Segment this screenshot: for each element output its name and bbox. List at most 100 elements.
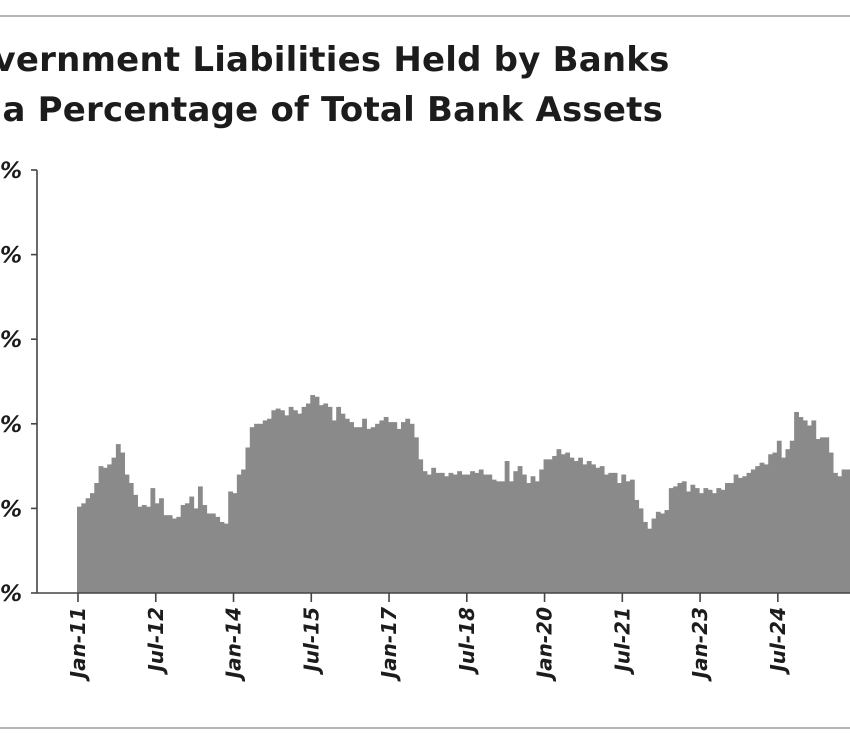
bar bbox=[655, 511, 661, 593]
bar bbox=[258, 423, 264, 593]
bar bbox=[111, 457, 117, 593]
bar bbox=[763, 464, 769, 593]
bar bbox=[647, 528, 653, 593]
bar bbox=[483, 474, 488, 593]
bar bbox=[435, 472, 441, 593]
bar bbox=[521, 474, 527, 593]
bar bbox=[413, 437, 419, 593]
bar bbox=[789, 440, 795, 593]
x-tick-label: Jan-17 bbox=[377, 607, 401, 682]
bar bbox=[197, 486, 203, 593]
bar bbox=[470, 471, 475, 593]
bar bbox=[146, 506, 151, 593]
bar bbox=[344, 418, 350, 593]
bar bbox=[327, 406, 333, 593]
bar bbox=[690, 484, 696, 593]
bar bbox=[102, 467, 108, 593]
y-tick-label: % bbox=[0, 328, 22, 353]
y-tick-label: % bbox=[0, 244, 22, 269]
bar bbox=[267, 418, 272, 593]
bar bbox=[504, 461, 510, 593]
chart-title-line-1: overnment Liabilities Held by Banks bbox=[0, 40, 670, 80]
x-tick-label: Jan-20 bbox=[533, 607, 557, 682]
chart-title-line-2: s a Percentage of Total Bank Assets bbox=[0, 90, 664, 130]
bar bbox=[318, 405, 324, 593]
bar bbox=[716, 488, 722, 593]
bar bbox=[798, 417, 804, 593]
bar bbox=[841, 469, 847, 593]
bar bbox=[81, 503, 87, 593]
bar bbox=[509, 481, 514, 593]
bar bbox=[794, 411, 799, 593]
bar bbox=[249, 427, 255, 593]
bar bbox=[625, 481, 631, 593]
bar bbox=[776, 440, 782, 593]
bar bbox=[77, 506, 82, 593]
bar bbox=[366, 428, 372, 593]
bar bbox=[323, 403, 329, 593]
x-tick-label: Jul-24 bbox=[766, 607, 790, 676]
bar bbox=[694, 488, 700, 593]
bar bbox=[392, 422, 398, 593]
y-tick-label: % bbox=[0, 497, 22, 522]
bar bbox=[461, 474, 467, 593]
bar bbox=[422, 471, 428, 593]
bar bbox=[172, 518, 177, 593]
bar bbox=[474, 472, 480, 593]
bar bbox=[215, 516, 221, 593]
bar bbox=[673, 486, 678, 593]
bar bbox=[236, 474, 242, 593]
bar bbox=[772, 452, 778, 593]
bar bbox=[621, 474, 627, 593]
bar bbox=[591, 464, 596, 593]
bar bbox=[128, 483, 134, 593]
bar bbox=[720, 489, 726, 593]
bar bbox=[604, 474, 609, 593]
bar bbox=[202, 505, 208, 593]
y-tick-label: % bbox=[0, 413, 22, 438]
bar bbox=[802, 420, 808, 593]
bar bbox=[305, 403, 311, 593]
bar bbox=[634, 499, 640, 593]
bar bbox=[465, 474, 471, 593]
bar bbox=[560, 454, 566, 593]
bar bbox=[353, 427, 359, 593]
bar bbox=[725, 483, 730, 593]
bar bbox=[582, 464, 588, 593]
bar bbox=[595, 467, 601, 593]
bar bbox=[530, 476, 536, 593]
bar bbox=[349, 422, 354, 593]
bar bbox=[271, 410, 277, 593]
bar bbox=[733, 474, 739, 593]
bar bbox=[159, 498, 164, 593]
bar bbox=[409, 423, 415, 593]
bar bbox=[703, 488, 709, 593]
bar bbox=[163, 515, 169, 593]
bar bbox=[742, 476, 748, 593]
bar bbox=[107, 464, 113, 593]
bar bbox=[573, 461, 579, 593]
bar bbox=[781, 457, 786, 593]
bar bbox=[750, 469, 756, 593]
bar bbox=[210, 513, 216, 593]
bar bbox=[707, 489, 713, 593]
bar bbox=[664, 510, 670, 593]
bar bbox=[379, 420, 385, 593]
frame-top-rule bbox=[0, 15, 850, 17]
chart-axes bbox=[31, 169, 850, 602]
bar bbox=[828, 452, 834, 593]
bar bbox=[293, 410, 298, 593]
bar bbox=[448, 472, 454, 593]
bar bbox=[176, 516, 182, 593]
x-tick-label: Jan-11 bbox=[66, 607, 90, 682]
bar bbox=[491, 479, 497, 593]
bar bbox=[280, 410, 285, 593]
bar bbox=[167, 515, 173, 593]
bar bbox=[154, 503, 160, 593]
bar bbox=[98, 466, 104, 593]
bar bbox=[362, 418, 367, 593]
bar bbox=[487, 474, 493, 593]
bar bbox=[833, 472, 838, 593]
bar bbox=[586, 461, 592, 593]
